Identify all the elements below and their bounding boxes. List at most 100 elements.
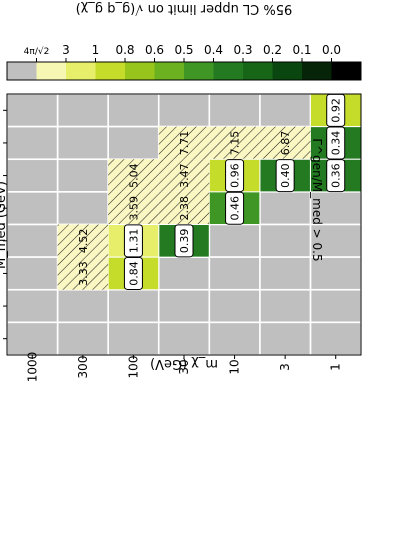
empty-cell [309, 256, 362, 291]
cell-value-text: 2.38 [178, 196, 191, 221]
cell-value-label: 7.71 [178, 131, 191, 156]
empty-cell [157, 288, 211, 324]
colorbar-tick-label: 0.3 [233, 43, 252, 57]
cell-value-text: 0.39 [178, 229, 191, 254]
heatmap-cell [108, 159, 159, 192]
colorbar-bin [213, 62, 243, 80]
empty-cell [56, 125, 109, 161]
cell-value-label: 0.39 [174, 224, 194, 258]
cell-value-label: 0.40 [275, 159, 295, 193]
colorbar-tick-label: 0.0 [322, 43, 341, 57]
cell-value-text: 0.36 [330, 163, 343, 188]
x-axis-label: m_χ (GeV) [150, 356, 218, 371]
x-tick-label: 10 [228, 359, 242, 374]
cell-value-label: 3.33 [77, 261, 90, 286]
cell-value-text: 0.46 [229, 196, 242, 221]
heatmap-cell [209, 126, 260, 160]
cell-label-box [123, 256, 143, 290]
cell-value-text: 0.92 [330, 98, 343, 123]
heatmap-cell [57, 257, 109, 290]
cell-value-text: 7.71 [178, 131, 191, 156]
cell-value-label: 3.59 [127, 196, 140, 221]
cell-value-label: 1.31 [123, 224, 143, 258]
cell-value-text: 6.87 [279, 131, 292, 156]
empty-cell [6, 223, 59, 258]
cell-value-label: 0.34 [326, 126, 346, 160]
empty-cell [208, 288, 261, 324]
empty-cell [208, 223, 261, 258]
x-tick-label: 100 [126, 356, 140, 379]
heatmap-cell [259, 126, 311, 160]
colorbar-tick-label: 1 [92, 43, 100, 57]
cell-value-text: 3.59 [127, 196, 140, 221]
cell-value-text: 3.33 [77, 261, 90, 286]
width-annotation: Γ^gen/M_med > 0.5 [310, 138, 324, 261]
x-tick-label: 1000 [25, 352, 39, 383]
heatmap-plot: 0.92 0.34 0.36 6.87 0.40 7.15 0.96 0.46 7.71 3.47… [0, 93, 362, 383]
empty-cell [56, 321, 109, 356]
colorbar-bin [36, 62, 66, 80]
empty-cell [259, 191, 312, 226]
x-tick-label: 1 [329, 363, 343, 371]
cell-value-text: 0.40 [279, 163, 292, 188]
colorbar: 4π/√2 3 1 0.8 0.6 0.5 0.4 0.3 0.2 0.1 0.0 95% CL u… [6, 1, 362, 81]
cell-label-box [123, 224, 143, 258]
colorbar-bin [331, 62, 361, 80]
colorbar-tick-label: 0.2 [263, 43, 282, 57]
x-tick-label: 30 [177, 359, 191, 374]
heatmap-cell [108, 191, 159, 225]
cell-label-box [326, 159, 346, 193]
colorbar-tick-label: 3 [62, 43, 70, 57]
empty-cell [208, 256, 261, 291]
empty-cell [107, 288, 160, 324]
cell-value-label: 0.92 [326, 93, 346, 127]
heatmap-cell [57, 224, 109, 258]
colorbar-bin [302, 62, 332, 80]
empty-cell [208, 93, 261, 128]
cell-value-label: 0.36 [326, 159, 346, 193]
cell-value-label: 5.04 [127, 163, 140, 188]
empty-cell [6, 256, 59, 291]
empty-cell [56, 158, 109, 193]
colorbar-bin [154, 62, 184, 80]
cell-label-box [275, 159, 295, 193]
x-tick-label: 3 [278, 363, 292, 371]
colorbar-bin [66, 62, 96, 80]
cell-value-text: 5.04 [127, 163, 140, 188]
cell-value-label: 3.47 [178, 163, 191, 188]
heatmap-cell [158, 126, 210, 160]
empty-cell [6, 158, 59, 193]
empty-cell [56, 191, 109, 226]
empty-cell [107, 321, 160, 356]
x-tick-label: 300 [76, 356, 90, 379]
empty-cell [56, 288, 109, 324]
empty-cell [259, 288, 312, 324]
empty-cell [6, 93, 59, 128]
empty-cell [157, 256, 211, 291]
cell-label-box [326, 126, 346, 160]
empty-cell [6, 125, 59, 161]
empty-cell [259, 223, 312, 258]
cell-value-label: 0.96 [225, 159, 245, 193]
cell-value-label: 4.52 [77, 229, 90, 254]
cell-value-text: 4.52 [77, 229, 90, 254]
colorbar-tick-label: 0.6 [145, 43, 164, 57]
empty-cell [6, 288, 59, 324]
empty-cell [309, 321, 362, 356]
empty-cell [107, 125, 160, 161]
colorbar-tick-label: 0.5 [174, 43, 193, 57]
colorbar-bin [243, 62, 273, 80]
cell-value-text: 3.47 [178, 163, 191, 188]
cell-label-box [225, 159, 245, 193]
cell-value-label: 0.46 [225, 191, 245, 225]
empty-cell [157, 93, 211, 128]
cell-value-text: 1.31 [127, 229, 140, 254]
cell-value-text: 0.96 [229, 163, 242, 188]
colorbar-bin [7, 62, 37, 80]
cell-value-label: 2.38 [178, 196, 191, 221]
colorbar-bin [95, 62, 125, 80]
colorbar-tick-label: 0.8 [115, 43, 134, 57]
empty-cell [208, 321, 261, 356]
colorbar-bin [184, 62, 214, 80]
